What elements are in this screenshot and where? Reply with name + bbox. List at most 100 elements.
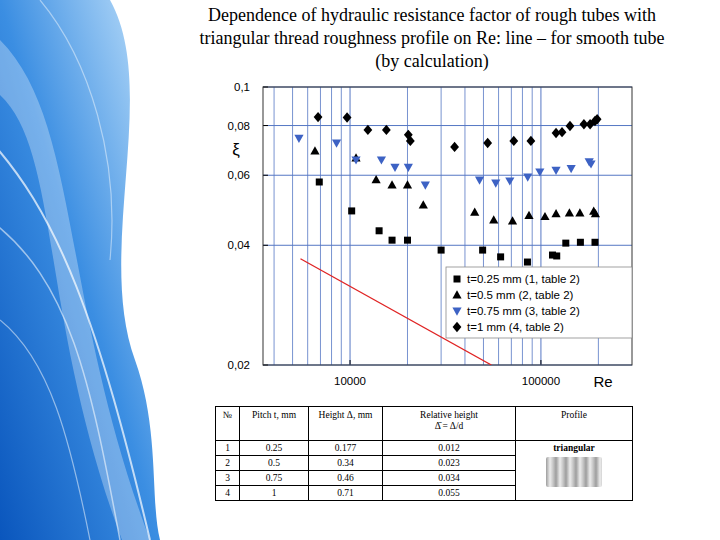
- minor-grid-line: [320, 87, 321, 365]
- data-point: [508, 216, 517, 224]
- tick-label-y: 0,04: [228, 239, 251, 251]
- data-point: [404, 237, 411, 244]
- data-point: [372, 175, 381, 183]
- data-point: [343, 112, 352, 122]
- table-body: №Pitch t, mmHeight Δ, mmRelative heightΔ…: [216, 407, 633, 501]
- data-point: [524, 259, 531, 266]
- table-cell: 0.177: [309, 441, 383, 456]
- data-point: [562, 240, 569, 247]
- data-point: [566, 121, 575, 131]
- table-cell: 0.25: [240, 441, 309, 456]
- data-point: [314, 112, 323, 122]
- data-point: [591, 209, 600, 217]
- data-point: [310, 146, 319, 154]
- data-point: [592, 239, 599, 246]
- minor-grid-line: [341, 87, 342, 365]
- decor-swoosh: [0, 320, 90, 540]
- legend-swatch: [452, 308, 461, 316]
- table-header-text: Δ̄ = Δ/d: [383, 421, 515, 432]
- table-cell: 0.034: [383, 471, 516, 486]
- data-point: [294, 135, 303, 143]
- table-cell: 0.5: [240, 456, 309, 471]
- tick-label-x: 10000: [334, 375, 366, 387]
- legend-label: t=0.25 mm (1, table 2): [467, 273, 580, 285]
- x-axis-label: Re: [593, 373, 612, 390]
- data-point: [553, 252, 560, 259]
- minor-grid-line: [441, 87, 442, 365]
- data-point: [332, 140, 341, 148]
- table-header-text: Profile: [516, 410, 632, 421]
- data-point: [497, 253, 504, 260]
- decor-panel: [0, 0, 160, 540]
- table-header-cell: Height Δ, mm: [309, 407, 383, 441]
- legend-label: t=0.75 mm (3, table 2): [467, 305, 580, 317]
- table-header-text: Height Δ, mm: [309, 410, 382, 421]
- legend-swatch: [453, 322, 462, 332]
- data-point: [491, 179, 500, 187]
- data-point: [419, 200, 428, 208]
- table-header-text: №: [216, 410, 239, 421]
- profile-image: [546, 457, 602, 487]
- decor-band: [0, 40, 150, 540]
- data-point: [382, 125, 391, 135]
- tick-label-y: 0,06: [228, 169, 250, 181]
- data-point: [376, 227, 383, 234]
- data-point: [316, 178, 323, 185]
- table-header-text: Pitch t, mm: [240, 410, 308, 421]
- axes: 100001000000,020,040,060,080,1: [228, 81, 632, 387]
- table-cell: 0.34: [309, 456, 383, 471]
- parameter-table: №Pitch t, mmHeight Δ, mmRelative heightΔ…: [215, 406, 633, 501]
- data-point: [438, 247, 445, 254]
- plot-frame: [263, 87, 632, 365]
- data-point: [509, 136, 518, 146]
- grid-line-y: [263, 245, 632, 246]
- data-point: [475, 177, 484, 185]
- data-point: [377, 156, 386, 164]
- tick-y: [263, 125, 268, 126]
- table-cell: 1: [216, 441, 240, 456]
- data-point: [406, 136, 415, 146]
- table-cell: 2: [216, 456, 240, 471]
- table-row: 410.710.055: [216, 486, 633, 501]
- data-point: [551, 167, 560, 175]
- grid-line-x: [350, 87, 351, 365]
- table-row: 10.250.1770.012triangular: [216, 441, 633, 456]
- data-point: [540, 212, 549, 220]
- data-point: [389, 237, 396, 244]
- table-header-text: Relative height: [383, 410, 515, 421]
- decor-swoosh: [0, 130, 150, 540]
- data-point: [450, 142, 459, 152]
- data-point: [505, 177, 514, 185]
- minor-grid-line: [307, 87, 308, 365]
- table-cell: 4: [216, 486, 240, 501]
- table-cell: 0.055: [383, 486, 516, 501]
- data-point: [593, 114, 602, 124]
- data-point: [586, 160, 595, 168]
- data-point: [551, 209, 560, 217]
- table-cell: 1: [240, 486, 309, 501]
- slide: 100001000000,020,040,060,080,1Reξt=0.25 …: [0, 0, 720, 540]
- tick-x: [350, 360, 351, 365]
- data-point: [387, 180, 396, 188]
- grid-line-y: [263, 125, 632, 126]
- title: Dependence of hydraulic resistance facto…: [196, 4, 668, 73]
- decor-swoosh: [40, 0, 112, 260]
- y-axis-label: ξ: [232, 140, 240, 159]
- tick-y: [263, 175, 268, 176]
- data-point: [558, 127, 567, 137]
- tick-label-y: 0,1: [234, 81, 250, 93]
- table-header-cell: Relative heightΔ̄ = Δ/d: [383, 407, 516, 441]
- data-point: [363, 125, 372, 135]
- data-point: [483, 138, 492, 148]
- legend-label: t=1 mm (4, table 2): [467, 321, 564, 333]
- data-point: [470, 208, 479, 216]
- table-profile-text: triangular: [516, 443, 632, 454]
- tick-label-y: 0,02: [228, 359, 250, 371]
- table-cell: 3: [216, 471, 240, 486]
- minor-grid-line: [331, 87, 332, 365]
- minor-grid-line: [407, 87, 408, 365]
- table-header-cell: Profile: [516, 407, 633, 441]
- data-point: [403, 180, 412, 188]
- legend: t=0.25 mm (1, table 2)t=0.5 mm (2, table…: [446, 267, 632, 338]
- data-point: [526, 136, 535, 146]
